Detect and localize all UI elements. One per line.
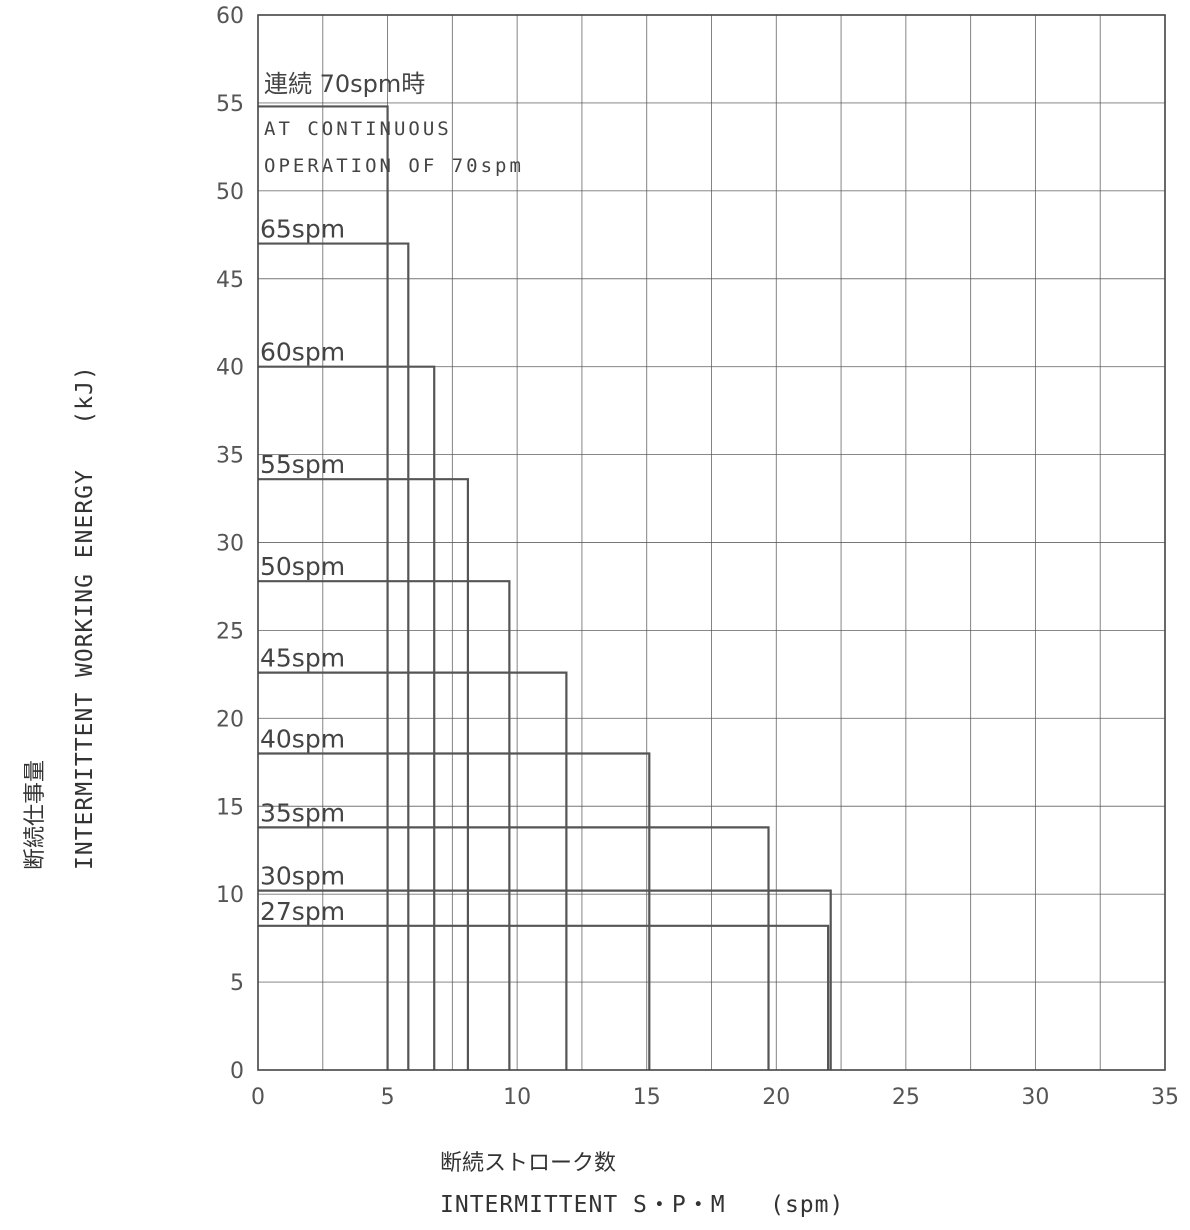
y-tick-label: 25 [216, 619, 244, 644]
series-steps [258, 105, 832, 1070]
series-label-30spm: 30spm [260, 862, 345, 891]
y-tick-label: 15 [216, 795, 244, 820]
plot-border [257, 14, 1166, 1071]
x-tick-label: 10 [503, 1085, 531, 1110]
x-tick-label: 15 [633, 1085, 661, 1110]
series-step-55spm [258, 478, 470, 1070]
x-tick-label: 25 [892, 1085, 920, 1110]
series-label-50spm: 50spm [260, 552, 345, 581]
series-step-30spm [258, 889, 832, 1070]
note-line-3: OPERATION OF 70spm [264, 155, 524, 177]
y-tick-label: 60 [216, 4, 244, 29]
y-tick-label: 40 [216, 356, 244, 381]
note-line-1: 連続 70spm時 [264, 70, 425, 98]
y-tick-label: 35 [216, 444, 244, 469]
grid [258, 15, 1165, 1070]
tick-labels: 0 5 10 15 20 25 30 35 40 45 50 55 60 0 5 10 15 20 25 30 35 [216, 4, 1179, 1110]
y-axis-title-jp: 断続仕事量 [23, 760, 48, 870]
y-axis-title: INTERMITTENT WORKING ENERGY (kJ) [72, 365, 98, 870]
series-step-continuous [258, 105, 389, 1070]
x-tick-label: 30 [1021, 1085, 1049, 1110]
series-label-35spm: 35spm [260, 798, 345, 827]
y-tick-label: 20 [216, 707, 244, 732]
y-tick-label: 5 [230, 971, 244, 996]
series-step-27spm [258, 924, 830, 1070]
series-step-50spm [258, 580, 511, 1070]
series-label-45spm: 45spm [260, 644, 345, 673]
x-tick-label: 0 [251, 1085, 265, 1110]
plot-frame [257, 14, 1166, 1071]
x-tick-label: 35 [1151, 1085, 1179, 1110]
continuous-note: 連続 70spm時 AT CONTINUOUS OPERATION OF 70s… [264, 70, 524, 177]
y-tick-label: 30 [216, 532, 244, 557]
series-labels: 65spm 60spm 55spm 50spm 45spm 40spm 35spm 30spm… [260, 215, 345, 926]
series-label-27spm: 27spm [260, 897, 345, 926]
series-label-65spm: 65spm [260, 215, 345, 244]
series-label-40spm: 40spm [260, 725, 345, 754]
y-tick-label: 10 [216, 883, 244, 908]
series-step-60spm [258, 365, 436, 1070]
x-tick-label: 20 [762, 1085, 790, 1110]
y-tick-label: 50 [216, 180, 244, 205]
series-step-45spm [258, 671, 568, 1070]
y-tick-label: 55 [216, 92, 244, 117]
series-label-60spm: 60spm [260, 338, 345, 367]
x-tick-label: 5 [381, 1085, 395, 1110]
x-axis-title: INTERMITTENT S・P・M (spm) [440, 1192, 844, 1218]
axis-titles: 断続ストローク数 INTERMITTENT S・P・M (spm) 断続仕事量 … [23, 365, 844, 1218]
y-tick-label: 45 [216, 268, 244, 293]
series-label-55spm: 55spm [260, 450, 345, 479]
note-line-2: AT CONTINUOUS [264, 118, 452, 140]
series-step-35spm [258, 826, 770, 1070]
x-axis-title-jp: 断続ストローク数 [440, 1151, 616, 1176]
series-step-65spm [258, 242, 410, 1070]
y-tick-label: 0 [230, 1059, 244, 1084]
